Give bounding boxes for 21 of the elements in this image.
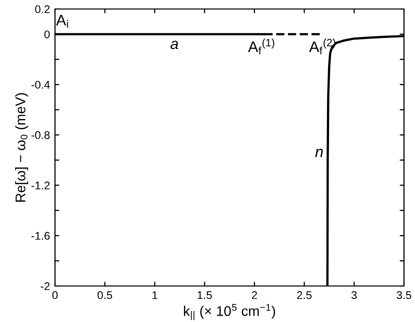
y-tick-label: -0.8	[31, 131, 50, 140]
annotation: A$_{f}$$^{(1)}$	[248, 38, 274, 54]
y-axis-title: Re[ω] − ω$_{0}$ (meV)	[15, 93, 28, 202]
x-tick-label: 1.5	[198, 291, 212, 300]
x-tick-label: 0.5	[98, 291, 112, 300]
x-axis-title: k$_{||}$ (× 10$^{5}$ cm$^{−1}$)	[184, 304, 276, 320]
x-tick-label: 1	[152, 291, 158, 299]
annotation: A$_{i}$	[56, 14, 68, 28]
x-tick-label: 2	[252, 291, 257, 299]
x-tick-label: 2.5	[297, 291, 312, 300]
y-tick-label: -1.6	[31, 232, 50, 240]
x-tick-label: 3	[351, 291, 357, 300]
y-tick-label: -2	[40, 282, 50, 290]
x-tick-label: 3.5	[396, 291, 412, 300]
y-tick-label: -0.4	[31, 80, 50, 89]
annotation: a	[170, 40, 178, 50]
x-tick-label: 0	[52, 291, 58, 300]
y-tick-label: 0	[44, 30, 50, 38]
y-tick-label: 0.2	[35, 5, 50, 14]
annotation: n	[315, 148, 323, 157]
y-tick-label: -1.2	[31, 182, 50, 190]
